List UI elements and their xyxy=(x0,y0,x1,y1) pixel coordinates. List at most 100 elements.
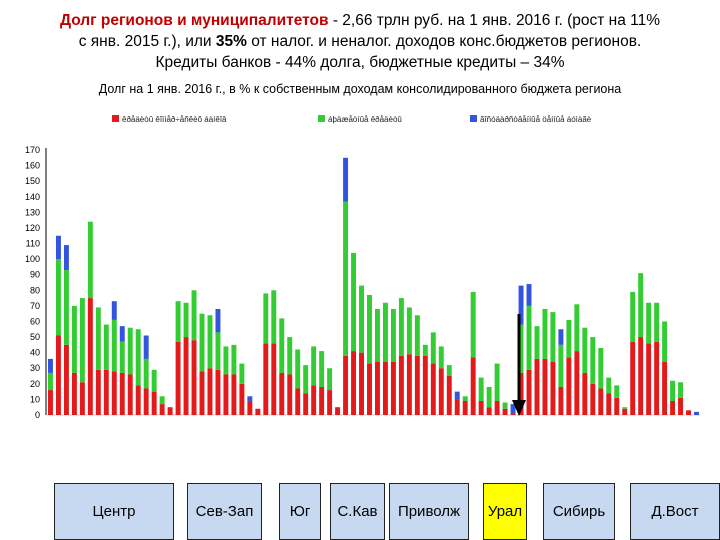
bar-segment xyxy=(422,355,428,415)
bar-segment xyxy=(303,365,309,394)
bar-segment xyxy=(422,344,428,356)
bar-segment xyxy=(263,343,269,415)
bar-segment xyxy=(79,298,85,383)
bar-segment xyxy=(398,355,404,415)
bar-segment xyxy=(255,408,261,415)
bar-segment xyxy=(271,290,277,344)
bar-segment xyxy=(526,369,532,415)
title-line2-emphasis: 35% xyxy=(215,33,247,50)
bar-segment xyxy=(534,358,540,415)
bar-segment xyxy=(87,298,93,415)
bar-segment xyxy=(223,374,229,415)
bar-segment xyxy=(207,368,213,415)
bar-segment xyxy=(175,301,181,342)
bar-segment xyxy=(199,313,205,372)
chart-subtitle: Долг на 1 янв. 2016 г., в % к собственны… xyxy=(98,82,622,96)
bar-segment xyxy=(103,324,109,370)
bar-segment xyxy=(215,309,221,333)
bar-segment xyxy=(119,326,125,342)
y-tick-label: 20 xyxy=(30,379,40,389)
district-box-5: Урал xyxy=(483,483,527,540)
bar-segment xyxy=(654,341,660,415)
bar-segment xyxy=(311,385,317,415)
bar-segment xyxy=(582,372,588,415)
bar-segment xyxy=(191,290,197,341)
bar-segment xyxy=(558,344,564,387)
bar-segment xyxy=(287,337,293,375)
bar-segment xyxy=(319,386,325,415)
bar-segment xyxy=(207,315,213,369)
ural-arrow xyxy=(512,314,526,416)
bar-segment xyxy=(287,374,293,415)
district-box-0: Центр xyxy=(54,483,174,540)
title-line3: Кредиты банков - 44% долга, бюджетные кр… xyxy=(155,54,565,71)
bar-segment xyxy=(454,391,460,400)
bar-segment xyxy=(582,327,588,373)
bar-segment xyxy=(406,307,412,355)
bar-segment xyxy=(566,319,572,358)
bar-segment xyxy=(454,399,460,415)
bar-segment xyxy=(438,368,444,415)
district-box-2: Юг xyxy=(279,483,321,540)
bar-segment xyxy=(263,293,269,344)
bar-segment xyxy=(271,343,277,415)
bar-segment xyxy=(215,369,221,415)
bar-segment xyxy=(127,327,133,375)
bar-segment xyxy=(382,362,388,415)
bar-segment xyxy=(239,363,245,384)
bar-segment xyxy=(430,363,436,415)
bar-segment xyxy=(646,302,652,344)
bar-segment xyxy=(335,407,341,415)
bar-segment xyxy=(48,390,53,415)
y-tick-label: 140 xyxy=(25,192,40,202)
bar-segment xyxy=(470,291,476,358)
bar-segment xyxy=(510,413,516,415)
bar-segment xyxy=(382,302,388,362)
bar-segment xyxy=(55,335,61,415)
bar-segment xyxy=(550,312,556,362)
bar-segment xyxy=(111,319,117,372)
bar-segment xyxy=(351,351,357,415)
bar-segment xyxy=(351,252,357,352)
bar-segment xyxy=(343,355,349,415)
title-line2-start: с янв. 2015 г.), или xyxy=(78,33,216,50)
bar-segment xyxy=(558,386,564,415)
bar-segment xyxy=(390,362,396,415)
y-tick-label: 170 xyxy=(25,145,40,155)
bar-segment xyxy=(159,396,165,405)
bar-segment xyxy=(311,346,317,386)
legend-swatch xyxy=(318,115,325,122)
bar-segment xyxy=(694,411,699,415)
bar-segment xyxy=(622,408,628,415)
bar-segment xyxy=(135,385,141,415)
bar-segment xyxy=(135,329,141,386)
district-box-3: С.Кав xyxy=(330,483,385,540)
stacked-bar-chart: 0 10 20 30 40 50 60 70 80 90 100 110 120 130 140 150 160… xyxy=(25,115,700,420)
bar-segment xyxy=(486,407,492,415)
bar-segment xyxy=(359,285,364,353)
bar-segment xyxy=(95,369,101,415)
bar-segment xyxy=(327,368,333,391)
bar-segment xyxy=(111,301,117,320)
bar-segment xyxy=(247,396,253,401)
y-tick-label: 100 xyxy=(25,254,40,264)
bar-segment xyxy=(678,382,684,398)
bar-segment xyxy=(494,363,500,401)
bar-segment xyxy=(63,245,69,271)
bar-segment xyxy=(510,404,516,414)
y-tick-label: 0 xyxy=(35,410,40,420)
bar-segment xyxy=(566,357,572,415)
bar-segment xyxy=(359,352,364,415)
bar-segment xyxy=(550,362,556,415)
chart-title: Долг регионов и муниципалитетов - 2,66 т… xyxy=(0,10,720,73)
bar-segment xyxy=(367,363,372,415)
district-box-7: Д.Вост xyxy=(630,483,720,540)
bar-segment xyxy=(542,358,548,415)
bar-segment xyxy=(502,408,508,415)
bar-segment xyxy=(686,410,691,415)
bar-segment xyxy=(48,358,53,373)
bar-segment xyxy=(670,380,676,401)
bar-segment xyxy=(462,396,468,401)
legend-label: êðåäèòû êîììåð÷åñêèõ áàíêîâ xyxy=(122,115,227,124)
bar-segment xyxy=(223,346,229,375)
